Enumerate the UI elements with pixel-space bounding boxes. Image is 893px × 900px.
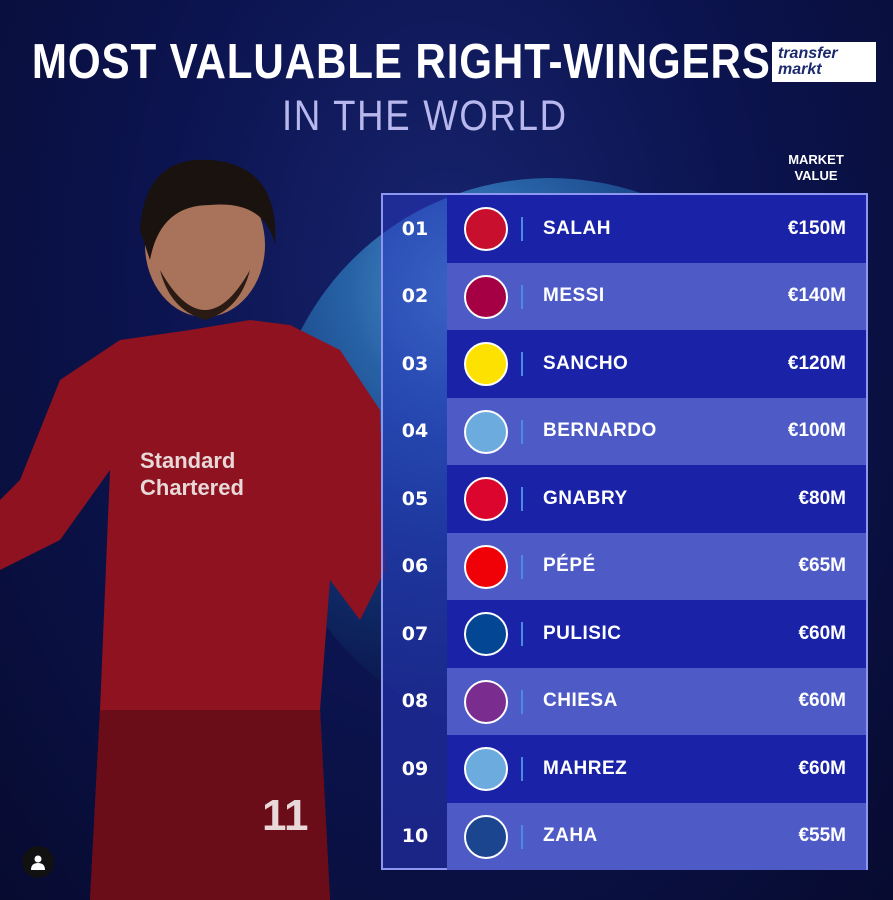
row-band [447, 330, 866, 398]
player-name: GNABRY [543, 487, 628, 509]
rank: 06 [401, 555, 429, 578]
instagram-user-icon[interactable] [22, 846, 54, 878]
man-city-crest-icon [464, 409, 508, 454]
fiorentina-crest-icon [464, 679, 508, 724]
barcelona-crest-icon [464, 274, 508, 319]
separator [521, 689, 523, 714]
player-name: MAHREZ [543, 757, 628, 779]
row-band [447, 465, 866, 533]
market-value: €140M [787, 285, 846, 307]
ranking-table: 01 SALAH €150M 02 MESSI €140M 03 SANCHO €1… [381, 193, 868, 870]
dortmund-crest-icon [464, 342, 508, 386]
row-band [447, 397, 866, 465]
separator [521, 352, 523, 376]
market-value: €80M [798, 487, 846, 509]
table-row: 10 ZAHA €55M [383, 802, 866, 870]
chelsea-crest-icon [464, 612, 508, 656]
rank: 02 [401, 285, 429, 308]
row-band [447, 195, 866, 263]
row-band [447, 735, 866, 803]
player-photo: Standard Chartered 11 [0, 159, 385, 900]
svg-text:11: 11 [262, 791, 309, 840]
market-value: €150M [787, 217, 846, 239]
player-name: ZAHA [543, 825, 598, 847]
player-name: CHIESA [543, 690, 618, 712]
separator [521, 622, 523, 646]
row-band [447, 802, 866, 870]
rank: 10 [401, 825, 429, 848]
row-band [447, 532, 866, 600]
page-title: MOST VALUABLE RIGHT-WINGERS [31, 35, 771, 89]
player-name: MESSI [543, 285, 605, 307]
market-value: €60M [798, 690, 846, 712]
row-band [447, 600, 866, 668]
player-name: PULISIC [543, 622, 622, 644]
logo-text-2: markt [778, 61, 822, 78]
market-value: €60M [798, 757, 846, 779]
table-row: 01 SALAH €150M [383, 195, 866, 263]
player-name: PÉPÉ [543, 555, 596, 577]
rank: 04 [401, 420, 429, 443]
rank: 09 [401, 757, 429, 780]
svg-text:Chartered: Chartered [140, 475, 244, 500]
table-row: 06 PÉPÉ €65M [383, 532, 866, 600]
separator [521, 554, 523, 579]
rank: 03 [401, 352, 429, 375]
table-row: 04 BERNARDO €100M [383, 397, 866, 465]
rank: 01 [401, 217, 429, 240]
market-value-header: MARKET VALUE [788, 152, 844, 183]
player-name: BERNARDO [543, 420, 657, 442]
separator [521, 757, 523, 781]
rank: 05 [401, 487, 429, 510]
rank: 07 [401, 622, 429, 645]
player-name: SANCHO [543, 352, 629, 374]
table-row: 02 MESSI €140M [383, 262, 866, 330]
player-name: SALAH [543, 217, 611, 239]
table-row: 08 CHIESA €60M [383, 667, 866, 735]
market-value: €60M [798, 622, 846, 644]
page-subtitle: IN THE WORLD [282, 92, 568, 140]
svg-text:Standard: Standard [140, 448, 235, 473]
crystal-palace-crest-icon [464, 814, 508, 859]
table-row: 05 GNABRY €80M [383, 465, 866, 533]
table-row: 03 SANCHO €120M [383, 330, 866, 398]
separator [521, 487, 523, 511]
arsenal-crest-icon [464, 544, 508, 589]
logo-text-1: transfer [778, 45, 838, 62]
transfermarkt-logo: transfer markt [772, 42, 876, 82]
market-value: €55M [798, 825, 846, 847]
separator [521, 419, 523, 444]
row-band [447, 667, 866, 735]
liverpool-crest-icon [464, 207, 508, 251]
row-band [447, 262, 866, 330]
man-city-crest-icon [464, 747, 508, 791]
market-value: €120M [787, 352, 846, 374]
table-row: 07 PULISIC €60M [383, 600, 866, 668]
market-value: €65M [798, 555, 846, 577]
separator [521, 284, 523, 309]
market-value: €100M [787, 420, 846, 442]
bayern-crest-icon [464, 477, 508, 521]
rank: 08 [401, 690, 429, 713]
table-row: 09 MAHREZ €60M [383, 735, 866, 803]
separator [521, 217, 523, 241]
separator [521, 824, 523, 849]
